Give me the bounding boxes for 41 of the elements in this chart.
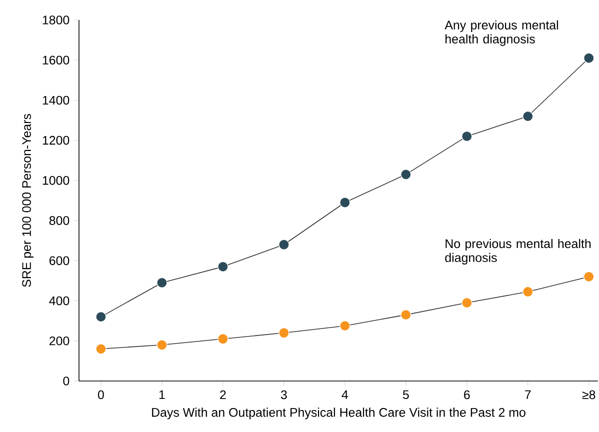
point bbox=[522, 110, 534, 122]
point bbox=[156, 277, 168, 288]
x-tick-label: 4 bbox=[342, 390, 348, 399]
x-tick-label: 2 bbox=[220, 390, 226, 400]
point bbox=[340, 197, 350, 208]
point bbox=[584, 271, 594, 282]
x-tick-label: 0 bbox=[98, 390, 104, 400]
x-tick-label: 5 bbox=[402, 390, 409, 400]
y-tick-label: 1000 bbox=[42, 176, 70, 185]
y-tick-label: 1200 bbox=[42, 136, 70, 145]
y-tick-label: 1800 bbox=[42, 16, 70, 24]
point bbox=[462, 131, 472, 142]
point bbox=[584, 52, 594, 64]
y-tick-label: 0 bbox=[63, 376, 70, 386]
point bbox=[278, 328, 290, 338]
y-tick-label: 600 bbox=[50, 256, 70, 266]
y-axis-title: SRE per 100 000 Person-Years bbox=[22, 114, 34, 287]
x-tick-label: 1 bbox=[159, 390, 165, 399]
point bbox=[96, 312, 106, 322]
y-tick-label: 400 bbox=[49, 296, 70, 306]
x-tick-label: 3 bbox=[280, 390, 287, 400]
x-tick-label: ≥8 bbox=[582, 390, 596, 400]
y-tick-label: 200 bbox=[50, 336, 70, 346]
point bbox=[96, 344, 106, 354]
point bbox=[340, 320, 350, 332]
x-tick-label: 6 bbox=[464, 390, 470, 400]
point bbox=[522, 286, 534, 298]
point bbox=[400, 169, 412, 180]
y-tick-label: 800 bbox=[49, 216, 70, 225]
point bbox=[156, 340, 168, 350]
x-axis-title: Days With an Outpatient Physical Health Care Visit in the Past 2 mo bbox=[152, 408, 526, 420]
point bbox=[462, 297, 472, 308]
point bbox=[218, 334, 228, 344]
text: Any previous mental health diagnosis bbox=[444, 20, 558, 46]
series-label: No previous mental health diagnosis bbox=[445, 238, 591, 265]
point bbox=[400, 310, 412, 320]
point bbox=[278, 239, 290, 250]
y-tick-label: 1600 bbox=[42, 56, 70, 65]
y-tick-label: 1400 bbox=[42, 96, 70, 105]
x-tick-label: 7 bbox=[525, 390, 531, 399]
point bbox=[218, 261, 228, 272]
